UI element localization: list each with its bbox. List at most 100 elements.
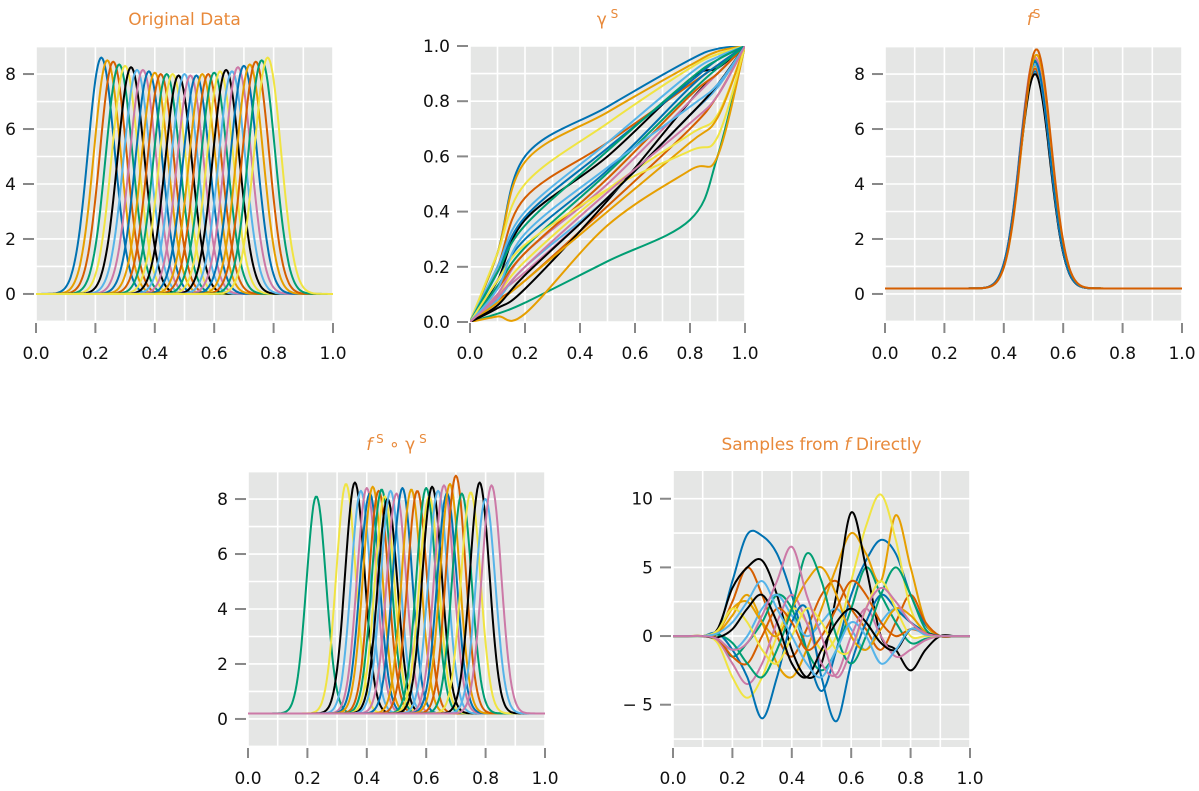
- x-tick-label: 0.8: [1109, 344, 1136, 364]
- x-tick-label: 0.4: [353, 769, 380, 789]
- x-tick-label: 0.2: [719, 769, 746, 789]
- series-group: [248, 474, 545, 715]
- y-tick-label: 0.8: [423, 92, 450, 112]
- series-group: [885, 48, 1182, 290]
- x-tick-label: 0.6: [838, 769, 865, 789]
- x-tick-label: 0.2: [931, 344, 958, 364]
- title-part: S: [415, 432, 426, 446]
- x-tick-label: 1.0: [731, 344, 758, 364]
- x-tick-label: 0.0: [456, 344, 483, 364]
- y-tick-label: 4: [5, 175, 16, 195]
- title-part: γ: [400, 435, 415, 455]
- series-line: [248, 484, 545, 715]
- x-tick-label: 1.0: [531, 769, 558, 789]
- y-tick-label: 2: [217, 655, 228, 675]
- subplot-title: Original Data: [128, 10, 241, 30]
- title-part: S: [607, 7, 618, 21]
- y-tick-label: 0: [854, 285, 865, 305]
- series-line: [470, 46, 745, 322]
- series-line: [470, 46, 745, 322]
- series-group: [36, 56, 333, 295]
- series-line: [673, 545, 970, 679]
- title-part: S: [372, 432, 383, 446]
- series-line: [470, 46, 745, 322]
- subplot-title: f S ∘ γ S: [366, 432, 426, 455]
- x-tick-label: 1.0: [1168, 344, 1195, 364]
- series-line: [673, 580, 970, 665]
- y-tick-label: 8: [854, 65, 865, 85]
- x-tick-label: 0.2: [82, 344, 109, 364]
- y-tick-label: 0.2: [423, 258, 450, 278]
- grid: [884, 45, 1183, 323]
- y-tick-label: 2: [854, 230, 865, 250]
- x-tick-label: 0.2: [294, 769, 321, 789]
- series-line: [673, 514, 970, 679]
- x-tick-label: 0.0: [871, 344, 898, 364]
- series-line: [470, 46, 745, 322]
- x-tick-label: 0.0: [22, 344, 49, 364]
- title-part: Original Data: [128, 10, 241, 30]
- x-tick-label: 0.8: [472, 769, 499, 789]
- subplot-title: Samples from f Directly: [721, 435, 921, 455]
- series-line: [673, 511, 970, 679]
- x-tick-label: 0.8: [260, 344, 287, 364]
- y-tick-label: 0.6: [423, 147, 450, 167]
- title-part: f: [844, 435, 853, 455]
- grid: [35, 45, 334, 323]
- title-part: ∘: [384, 435, 400, 455]
- x-tick-label: 0.0: [659, 769, 686, 789]
- x-tick-label: 1.0: [956, 769, 983, 789]
- x-tick-label: 0.6: [621, 344, 648, 364]
- title-part: γ: [597, 10, 607, 30]
- y-tick-label: 2: [5, 230, 16, 250]
- x-tick-label: 0.2: [511, 344, 538, 364]
- y-tick-label: 0: [217, 710, 228, 730]
- y-tick-label: 6: [5, 120, 16, 140]
- y-tick-label: 6: [217, 545, 228, 565]
- series-line: [36, 56, 333, 295]
- series-line: [470, 46, 745, 322]
- series-line: [885, 48, 1182, 290]
- y-tick-label: 0.0: [423, 313, 450, 333]
- x-tick-label: 0.8: [676, 344, 703, 364]
- subplot-title: fS: [1027, 7, 1041, 30]
- series-group: [673, 493, 970, 723]
- y-tick-label: − 5: [623, 696, 653, 716]
- y-tick-label: 10: [631, 490, 653, 510]
- y-tick-label: 0: [5, 285, 16, 305]
- x-tick-label: 0.4: [566, 344, 593, 364]
- series-line: [673, 580, 970, 679]
- series-line: [470, 46, 745, 322]
- x-tick-label: 0.4: [141, 344, 168, 364]
- title-part: S: [1033, 7, 1041, 21]
- x-tick-label: 1.0: [319, 344, 346, 364]
- title-part: Samples from: [721, 435, 844, 455]
- series-line: [470, 46, 745, 322]
- y-tick-label: 6: [854, 120, 865, 140]
- y-tick-label: 4: [217, 600, 228, 620]
- title-part: Directly: [850, 435, 921, 455]
- y-tick-label: 0: [642, 627, 653, 647]
- subplot-title: γ S: [597, 7, 619, 30]
- subplot-original: 0.0 0.2 0.4 0.6 0.8 1.0 0 2 4 6 8 Original Data: [5, 10, 346, 364]
- series-line: [673, 593, 970, 686]
- y-tick-label: 4: [854, 175, 865, 195]
- x-tick-label: 0.6: [1050, 344, 1077, 364]
- subplot-samples: 0.0 0.2 0.4 0.6 0.8 1.0 − 5 0 5 10 Samples from f …: [623, 435, 984, 789]
- subplot-gamma: 0.0 0.2 0.4 0.6 0.8 1.0 0.0 0.2 0.4 0.6 0.8 1.0 γ S: [423, 7, 759, 364]
- y-tick-label: 8: [217, 490, 228, 510]
- subplot-f_s_gamma_s: 0.0 0.2 0.4 0.6 0.8 1.0 0 2 4 6 8 f S ∘ γ S: [217, 432, 558, 789]
- x-tick-label: 0.6: [413, 769, 440, 789]
- y-tick-label: 1.0: [423, 37, 450, 57]
- x-tick-label: 0.8: [897, 769, 924, 789]
- y-tick-label: 8: [5, 65, 16, 85]
- subplot-f_s: 0.0 0.2 0.4 0.6 0.8 1.0 0 2 4 6 8 fS: [854, 7, 1195, 364]
- y-tick-label: 0.4: [423, 203, 450, 223]
- x-tick-label: 0.4: [778, 769, 805, 789]
- y-tick-label: 5: [642, 558, 653, 578]
- x-tick-label: 0.0: [234, 769, 261, 789]
- series-line: [470, 46, 745, 322]
- x-tick-label: 0.6: [201, 344, 228, 364]
- series-line: [470, 46, 745, 322]
